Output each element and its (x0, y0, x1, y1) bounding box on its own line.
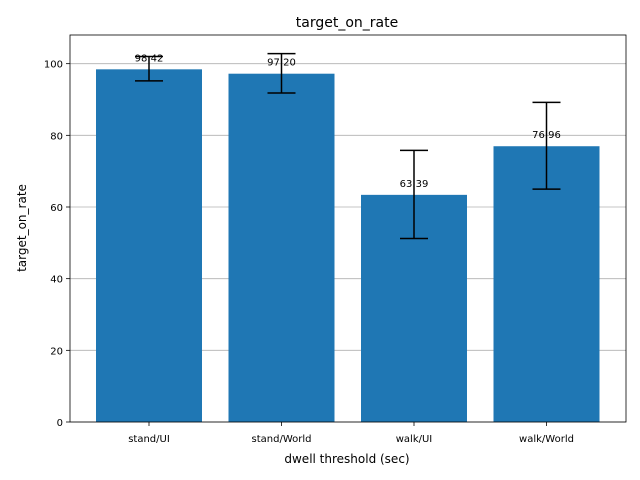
y-ticks: 0 20 40 60 80 100 (44, 60, 70, 429)
error-bars (135, 52, 561, 240)
data-label-1: 97.20 (267, 58, 296, 69)
x-tick-label: stand/World (252, 434, 312, 445)
data-label-2: 63.39 (400, 179, 429, 190)
data-label-3: 76.96 (532, 130, 561, 141)
x-ticks: stand/UI stand/World walk/UI walk/World (128, 422, 574, 445)
x-tick-label: walk/World (519, 434, 574, 445)
plot-frame (69, 34, 627, 423)
x-axis-title: dwell threshold (sec) (284, 452, 409, 466)
chart-title: target_on_rate (296, 15, 398, 31)
y-axis-title: target_on_rate (15, 184, 29, 272)
y-tick-label: 20 (50, 346, 63, 357)
y-tick-label: 0 (57, 418, 63, 429)
x-tick-label: walk/UI (396, 434, 433, 445)
bars (96, 69, 600, 422)
y-tick-label: 60 (50, 203, 63, 214)
x-tick-label: stand/UI (128, 434, 170, 445)
data-labels: 98.42 97.20 63.39 76.96 (135, 53, 561, 190)
y-tick-label: 100 (44, 60, 63, 71)
data-label-0: 98.42 (135, 53, 164, 64)
y-tick-label: 80 (50, 131, 63, 142)
axes (69, 34, 627, 423)
bar-1 (228, 73, 335, 422)
y-tick-label: 40 (50, 275, 63, 286)
bar-0 (96, 69, 202, 422)
bar-3 (493, 146, 600, 422)
